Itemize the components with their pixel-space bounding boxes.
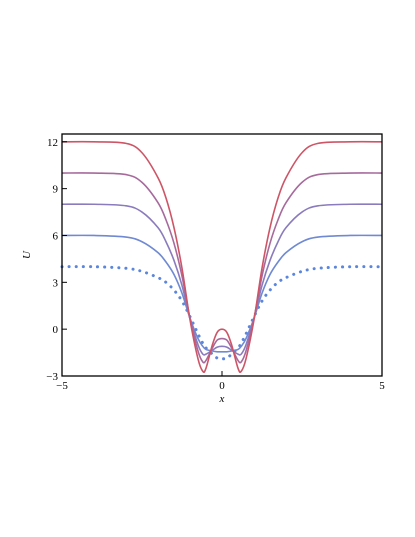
series-line-2 (61, 234, 383, 353)
x-axis-ticks: −5 0 5 (56, 371, 385, 392)
series-line-5 (61, 140, 383, 373)
plot-frame (61, 133, 383, 377)
y-axis-label: U (21, 250, 33, 259)
y-tick-label: 0 (53, 324, 59, 336)
series-line-4 (61, 172, 383, 364)
y-tick-label: 3 (53, 277, 59, 289)
y-tick-label: 6 (53, 230, 59, 242)
x-tick-label: −5 (56, 380, 68, 392)
x-tick-label: 5 (379, 380, 385, 392)
y-tick-label: −3 (46, 371, 58, 383)
series-line-3 (61, 203, 383, 356)
y-axis-ticks: −3 0 3 6 9 12 (46, 137, 67, 383)
y-tick-label: 12 (47, 137, 58, 149)
plot-lines (60, 140, 384, 373)
y-tick-label: 9 (53, 184, 59, 196)
x-tick-label: 0 (219, 380, 225, 392)
x-axis-label: x (219, 393, 225, 405)
series-line-1 (60, 265, 384, 361)
